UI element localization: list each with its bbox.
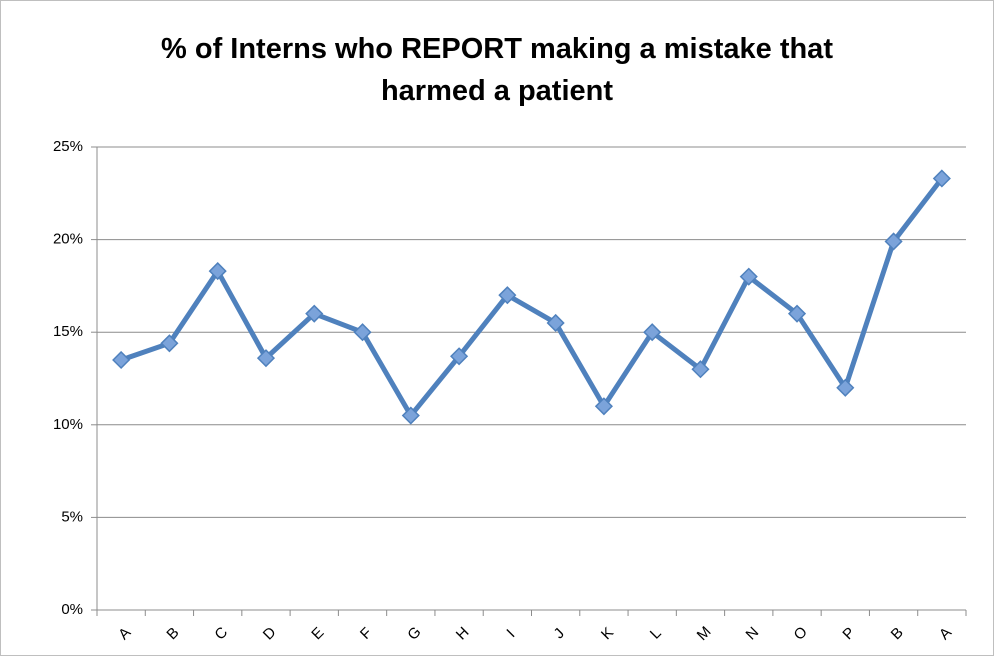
data-point <box>450 347 469 366</box>
x-tick-label: B <box>888 624 907 643</box>
data-point <box>836 378 855 397</box>
data-point <box>160 334 179 353</box>
chart-title: % of Interns who REPORT making a mistake… <box>161 33 833 107</box>
y-tick-label: 5% <box>61 508 83 525</box>
x-tick-label: I <box>504 626 519 641</box>
data-point <box>208 262 227 281</box>
data-point <box>932 169 951 188</box>
x-tick-label: H <box>453 624 473 644</box>
x-tick-label: E <box>308 624 327 643</box>
x-tick-label: O <box>791 623 811 643</box>
x-tick-label: K <box>598 624 617 643</box>
y-tick-label: 0% <box>61 601 83 618</box>
x-tick-label: N <box>743 624 763 644</box>
x-tick-label: P <box>839 624 858 643</box>
data-point <box>884 232 903 251</box>
data-point <box>594 397 613 416</box>
y-tick-label: 10% <box>53 416 83 433</box>
x-tick-label: F <box>357 624 376 643</box>
x-tick-label: A <box>936 624 955 643</box>
data-point <box>739 267 758 286</box>
data-point <box>112 350 131 370</box>
data-point <box>691 360 710 379</box>
data-point <box>256 349 276 368</box>
data-point <box>643 323 662 342</box>
x-tick-label: D <box>260 624 280 644</box>
y-tick-label: 25% <box>53 138 83 155</box>
y-tick-label: 20% <box>53 231 83 248</box>
x-tick-label: A <box>115 624 134 643</box>
x-tick-label: G <box>404 623 424 643</box>
x-tick-label: J <box>551 625 568 642</box>
x-tick-label: B <box>163 624 182 643</box>
data-line <box>120 176 944 419</box>
data-point <box>401 406 420 425</box>
data-point <box>498 286 517 305</box>
y-tick-label: 15% <box>53 323 83 340</box>
data-point <box>353 323 372 342</box>
x-tick-label: M <box>694 623 715 644</box>
data-point <box>546 313 565 333</box>
data-point <box>305 304 324 323</box>
x-tick-label: L <box>647 625 665 643</box>
x-tick-label: C <box>211 624 231 644</box>
data-point <box>787 304 807 323</box>
